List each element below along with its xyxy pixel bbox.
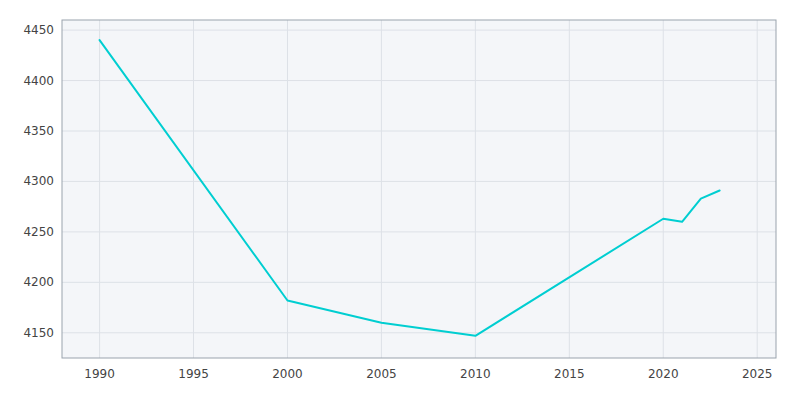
x-tick-label: 2025 bbox=[742, 367, 773, 381]
grid-line-x bbox=[381, 20, 382, 358]
x-tick-label: 2010 bbox=[460, 367, 491, 381]
grid-line-y bbox=[62, 231, 776, 232]
x-tick-label: 2015 bbox=[554, 367, 585, 381]
y-tick-label: 4150 bbox=[23, 326, 54, 340]
y-tick-label: 4200 bbox=[23, 275, 54, 289]
grid-line-x bbox=[193, 20, 194, 358]
x-tick-label: 2000 bbox=[272, 367, 303, 381]
grid-line-x bbox=[475, 20, 476, 358]
y-tick-label: 4300 bbox=[23, 174, 54, 188]
grid-line-x bbox=[569, 20, 570, 358]
grid-line-y bbox=[62, 130, 776, 131]
y-tick-label: 4450 bbox=[23, 23, 54, 37]
chart: 4150 4200 4250 4300 4350 4400 4450 1990 1995 2000… bbox=[0, 0, 800, 400]
tick-labels: 4150 4200 4250 4300 4350 4400 4450 1990 1995 2000… bbox=[23, 23, 772, 381]
x-tick-label: 1990 bbox=[84, 367, 115, 381]
data-line bbox=[100, 40, 720, 336]
x-tick-label: 1995 bbox=[178, 367, 209, 381]
plot-frame bbox=[62, 20, 776, 358]
x-tick-label: 2005 bbox=[366, 367, 397, 381]
grid bbox=[62, 20, 776, 358]
grid-line-y bbox=[62, 181, 776, 182]
page: {"chart_data": {"type": "line", "x": [19… bbox=[0, 0, 800, 400]
y-tick-label: 4350 bbox=[23, 124, 54, 138]
grid-line-y bbox=[62, 80, 776, 81]
plot-area bbox=[100, 40, 720, 336]
grid-line-x bbox=[757, 20, 758, 358]
grid-line-y bbox=[62, 282, 776, 283]
grid-line-x bbox=[663, 20, 664, 358]
plot-background bbox=[62, 20, 776, 358]
x-tick-label: 2020 bbox=[648, 367, 679, 381]
grid-line-x bbox=[99, 20, 100, 358]
grid-line-y bbox=[62, 30, 776, 31]
grid-line-y bbox=[62, 332, 776, 333]
y-tick-label: 4250 bbox=[23, 225, 54, 239]
y-tick-label: 4400 bbox=[23, 74, 54, 88]
grid-line-x bbox=[287, 20, 288, 358]
